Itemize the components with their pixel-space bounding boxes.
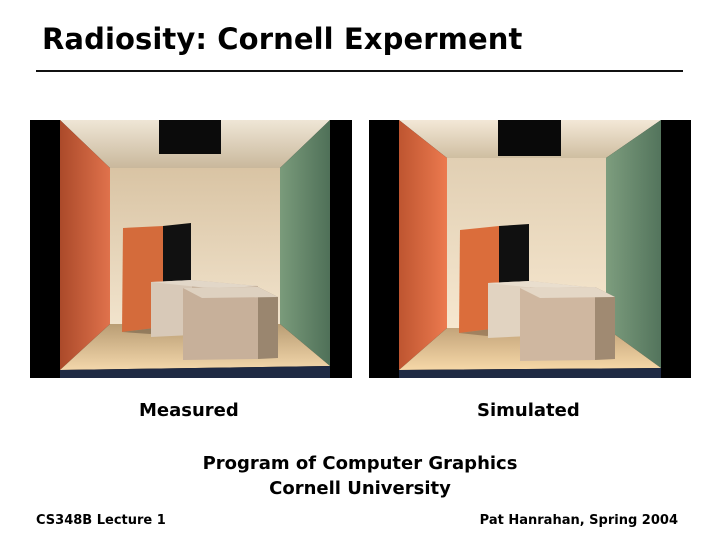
slide-title: Radiosity: Cornell Experment — [42, 22, 523, 56]
measured-image — [30, 120, 352, 378]
title-divider — [36, 70, 683, 72]
institution-line-1: Program of Computer Graphics — [202, 453, 518, 474]
institution-line-2: Cornell University — [269, 478, 451, 499]
simulated-image — [369, 120, 691, 378]
cornell-box-simulated-scene — [369, 120, 691, 378]
cornell-box-measured-scene — [30, 120, 352, 378]
measured-caption: Measured — [139, 400, 239, 421]
footer-lecture: CS348B Lecture 1 — [36, 513, 166, 528]
simulated-caption: Simulated — [477, 400, 580, 421]
footer-author: Pat Hanrahan, Spring 2004 — [479, 513, 678, 528]
